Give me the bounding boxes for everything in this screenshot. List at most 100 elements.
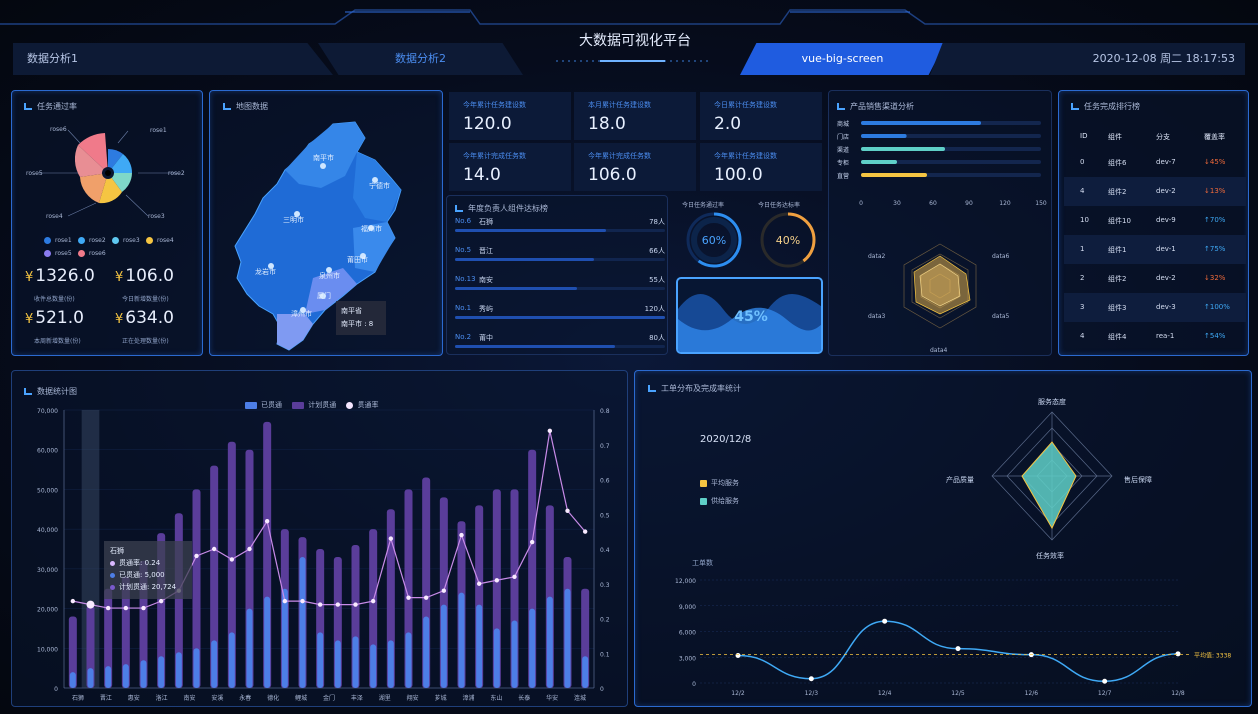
map[interactable]: 南平市 宁德市 三明市 福州市 龙岩市 泉州市 莆田市 厦门 漳州市	[225, 118, 435, 353]
channel-bar	[861, 173, 927, 177]
radar-axis-label: 任务效率	[1036, 551, 1064, 560]
rank-bar	[455, 258, 594, 261]
rank-bar	[455, 345, 615, 348]
y2-tick-label: 0.7	[600, 443, 610, 450]
radar-label: data5	[992, 313, 1010, 320]
cell-component: 组件2	[1108, 188, 1127, 196]
cell-rate: ↑75%	[1204, 245, 1226, 253]
x-tick-label: 12/6	[1025, 690, 1039, 697]
stat-week: ¥521.0	[25, 308, 84, 328]
completed-bar	[140, 660, 147, 688]
cell-id: 0	[1080, 158, 1085, 166]
cell-branch: rea-1	[1156, 332, 1175, 340]
city-label: 漳州市	[291, 309, 312, 318]
tab-vue-big-screen[interactable]: vue-big-screen	[740, 43, 945, 75]
rate-point	[158, 598, 164, 604]
rate-point	[565, 508, 570, 513]
stat-card: 今年累计完成任务数 106.0	[574, 143, 696, 191]
y-tick-label: 3,000	[679, 655, 696, 662]
x-tick-label: 晋江	[100, 695, 112, 702]
table-header: ID 组件 分支 覆盖率	[1080, 132, 1225, 141]
rate-point	[529, 539, 535, 545]
x-tick-label: 石狮	[72, 694, 84, 702]
bar-track	[861, 160, 1041, 164]
legend-label: rose3	[123, 237, 140, 244]
rate-point	[370, 598, 376, 604]
stat-card-value: 18.0	[588, 114, 626, 134]
y2-tick-label: 0.5	[600, 512, 610, 519]
completed-bar	[370, 644, 377, 688]
legend-item[interactable]: rose1	[44, 234, 78, 247]
completed-bar	[352, 636, 359, 688]
ranking-row: No.2 莆中 80人	[455, 333, 665, 357]
completed-bar	[458, 592, 465, 688]
y-tick-label: 9,000	[679, 604, 696, 611]
rate-point	[317, 602, 323, 607]
gauges: 60% 40%	[686, 212, 816, 268]
bar-category-label: 商城	[837, 120, 849, 128]
table-row[interactable]: 1 组件1 dev-1 ↑75%	[1064, 235, 1246, 264]
table-row[interactable]: 4 组件2 dev-2 ↓13%	[1064, 177, 1246, 206]
work-order-line-chart[interactable]: 0 3,000 6,000 9,000 12,000 平均值: 3338 12/2 12/3 1…	[660, 568, 1240, 703]
chart-icon	[223, 103, 231, 110]
completed-bar	[405, 632, 412, 688]
wave-chart: 45%	[678, 294, 821, 352]
ranking-row: No.6 石狮 78人	[455, 217, 665, 241]
completed-bar	[299, 556, 306, 688]
cell-rate: ↑54%	[1204, 332, 1226, 340]
legend-item[interactable]: rose2	[78, 234, 112, 247]
cell-rate: ↑100%	[1204, 303, 1230, 311]
rank-count: 55人	[649, 276, 665, 284]
legend-dot	[146, 237, 153, 244]
completed-bar	[582, 656, 589, 688]
work-order-date: 2020/12/8	[700, 434, 752, 445]
mixed-bar-line-chart[interactable]: 0 10,000 20,000 30,000 40,000 50,000 60,000 70,…	[14, 400, 626, 705]
legend-item[interactable]: rose4	[146, 234, 180, 247]
completed-bar	[317, 632, 324, 688]
mixed-chart-title: 数据统计图	[24, 386, 77, 397]
stat-card-value: 100.0	[714, 165, 763, 185]
gauge-1-label: 今日任务通过率	[682, 202, 725, 209]
rose-legend: rose1 rose2 rose3 rose4 rose5 rose6	[44, 234, 184, 260]
radar-label: data2	[868, 253, 886, 260]
rate-point	[441, 588, 447, 593]
bar-category-label: 直营	[837, 172, 849, 180]
city-label: 龙岩市	[255, 267, 276, 276]
tab-data-analysis-2[interactable]: 数据分析2	[318, 43, 523, 75]
completed-bar	[87, 668, 94, 688]
tab-data-analysis-1[interactable]: 数据分析1	[13, 43, 333, 75]
stat-total: ¥1326.0	[25, 266, 95, 286]
x-tick-label: 安溪	[211, 694, 223, 702]
bar-category-label: 门店	[837, 133, 849, 141]
stat-processing: ¥634.0	[115, 308, 174, 328]
table-row[interactable]: 4 组件4 rea-1 ↑54%	[1064, 322, 1246, 351]
tooltip-done: 已贯通: 5,000	[110, 569, 186, 581]
table-row[interactable]: 2 组件2 dev-2 ↓32%	[1064, 264, 1246, 293]
planned-bar	[104, 588, 113, 688]
table-row[interactable]: 10 组件10 dev-9 ↑70%	[1064, 206, 1246, 235]
stat-card-value: 2.0	[714, 114, 742, 134]
rank-name: 南安	[479, 276, 493, 284]
cell-component: 组件10	[1108, 217, 1131, 225]
rose-label: rose3	[148, 213, 165, 220]
rate-point	[459, 532, 464, 538]
y-tick-label: 30,000	[37, 567, 58, 574]
work-order-point	[1102, 678, 1108, 684]
rose-label: rose5	[26, 170, 43, 177]
datetime-bar: 2020-12-08 周二 18:17:53	[930, 43, 1245, 75]
planned-bar	[192, 489, 201, 688]
panel-map-title: 地图数据	[223, 101, 268, 112]
rank-no: No.13	[455, 275, 476, 283]
completed-bar	[564, 588, 571, 688]
legend-item[interactable]: rose5	[44, 247, 78, 260]
x-tick-label: 德化	[267, 694, 279, 702]
rate-point	[264, 519, 270, 524]
stat-card: 今年累计任务建设数 100.0	[700, 143, 822, 191]
legend-item[interactable]: rose3	[112, 234, 146, 247]
table-row[interactable]: 3 组件3 dev-3 ↑100%	[1064, 293, 1246, 322]
legend-item[interactable]: rose6	[78, 247, 112, 260]
rate-line	[72, 430, 586, 609]
table-row[interactable]: 0 组件6 dev-7 ↓45%	[1064, 148, 1246, 177]
city-label: 三明市	[283, 215, 304, 224]
